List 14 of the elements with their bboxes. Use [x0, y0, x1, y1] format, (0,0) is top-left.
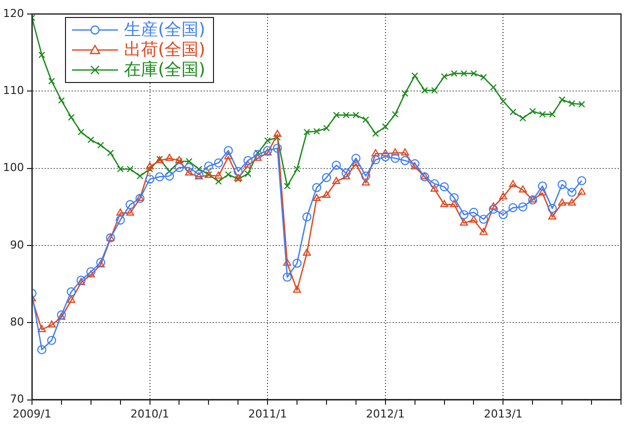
- y-tick-label: 120: [2, 6, 24, 20]
- y-tick-label: 80: [10, 316, 24, 328]
- y-tick-label: 90: [10, 238, 24, 252]
- legend-label: 出荷(全国): [124, 40, 206, 60]
- x-tick-label: 2010/1: [130, 407, 170, 420]
- x-tick-label: 2009/1: [12, 407, 52, 420]
- x-tick-label: 2013/1: [484, 407, 523, 420]
- y-tick-label: 110: [2, 84, 24, 98]
- legend-label: 生産(全国): [124, 20, 206, 40]
- y-tick-label: 70: [10, 392, 24, 406]
- y-tick-label: 100: [2, 161, 24, 174]
- x-tick-label: 2012/1: [366, 407, 405, 420]
- legend-label: 在庫(全国): [124, 60, 206, 80]
- x-tick-label: 2011/1: [248, 407, 287, 420]
